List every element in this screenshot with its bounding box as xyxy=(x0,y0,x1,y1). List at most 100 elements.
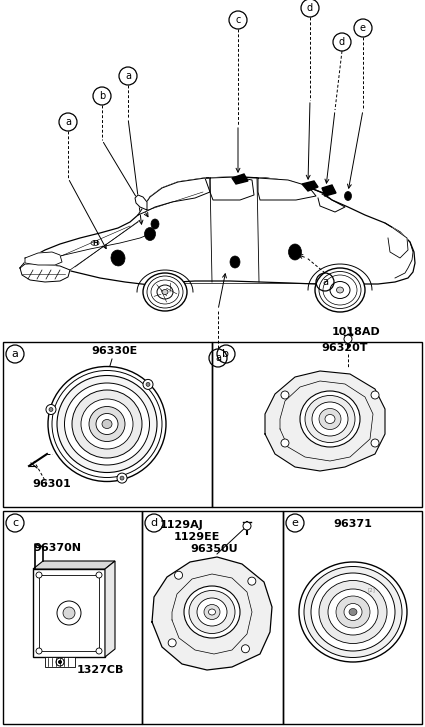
Text: 96371: 96371 xyxy=(334,519,372,529)
Ellipse shape xyxy=(349,608,357,616)
Circle shape xyxy=(168,639,176,647)
Ellipse shape xyxy=(312,402,348,436)
Polygon shape xyxy=(258,178,316,200)
Circle shape xyxy=(371,391,379,399)
Polygon shape xyxy=(20,177,415,285)
Circle shape xyxy=(96,648,102,654)
Polygon shape xyxy=(33,561,115,569)
Polygon shape xyxy=(25,252,62,265)
Ellipse shape xyxy=(57,376,157,473)
Bar xyxy=(142,511,283,724)
Bar xyxy=(45,657,75,667)
Circle shape xyxy=(241,645,249,653)
Text: 1327CB: 1327CB xyxy=(77,665,125,675)
Ellipse shape xyxy=(336,596,370,628)
Ellipse shape xyxy=(345,191,351,201)
Circle shape xyxy=(57,601,81,625)
Ellipse shape xyxy=(300,391,360,447)
Bar xyxy=(283,511,422,724)
Circle shape xyxy=(36,572,42,578)
Ellipse shape xyxy=(325,414,335,424)
Bar xyxy=(33,569,105,657)
Ellipse shape xyxy=(337,287,343,293)
Ellipse shape xyxy=(305,395,355,443)
Ellipse shape xyxy=(81,399,133,449)
Circle shape xyxy=(58,660,62,664)
Bar xyxy=(39,575,99,651)
Ellipse shape xyxy=(299,562,407,662)
Circle shape xyxy=(146,382,150,387)
Bar xyxy=(212,342,422,507)
Text: a: a xyxy=(215,353,221,363)
Text: a: a xyxy=(65,117,71,127)
Text: e: e xyxy=(292,518,298,528)
Polygon shape xyxy=(152,557,272,670)
Ellipse shape xyxy=(96,414,118,435)
Ellipse shape xyxy=(189,590,235,633)
Ellipse shape xyxy=(89,406,125,441)
Text: b: b xyxy=(223,349,230,359)
Circle shape xyxy=(49,408,53,411)
Ellipse shape xyxy=(162,289,168,294)
Text: H: H xyxy=(92,240,98,246)
Text: [2]: [2] xyxy=(367,587,375,593)
Text: d: d xyxy=(307,3,313,13)
Text: 1129AJ: 1129AJ xyxy=(160,520,204,530)
Ellipse shape xyxy=(328,589,378,635)
Circle shape xyxy=(36,648,42,654)
Bar xyxy=(3,342,212,507)
Ellipse shape xyxy=(204,604,220,619)
Text: e: e xyxy=(360,23,366,33)
Circle shape xyxy=(243,522,251,530)
Circle shape xyxy=(120,476,124,480)
Circle shape xyxy=(63,607,75,619)
Polygon shape xyxy=(135,195,147,210)
Text: 96350U: 96350U xyxy=(190,544,238,554)
Polygon shape xyxy=(322,185,336,196)
Text: a: a xyxy=(322,277,328,287)
Ellipse shape xyxy=(311,573,395,651)
Ellipse shape xyxy=(111,250,125,266)
Ellipse shape xyxy=(209,609,215,615)
Polygon shape xyxy=(138,178,210,215)
Ellipse shape xyxy=(197,598,227,626)
Ellipse shape xyxy=(144,228,156,241)
Circle shape xyxy=(281,391,289,399)
Polygon shape xyxy=(105,561,115,657)
Circle shape xyxy=(143,379,153,390)
Ellipse shape xyxy=(319,409,341,430)
Ellipse shape xyxy=(289,244,301,260)
Text: 96370N: 96370N xyxy=(33,543,81,553)
Circle shape xyxy=(281,439,289,447)
Ellipse shape xyxy=(143,273,187,311)
Polygon shape xyxy=(265,371,385,471)
Ellipse shape xyxy=(344,603,362,621)
Text: 96330E: 96330E xyxy=(92,346,138,356)
Polygon shape xyxy=(232,174,248,184)
Polygon shape xyxy=(302,181,318,191)
Ellipse shape xyxy=(304,566,402,657)
Text: b: b xyxy=(99,91,105,101)
Bar xyxy=(3,511,142,724)
Circle shape xyxy=(248,577,256,585)
Circle shape xyxy=(371,439,379,447)
Text: a: a xyxy=(11,349,18,359)
Ellipse shape xyxy=(72,390,142,458)
Ellipse shape xyxy=(330,281,350,299)
Circle shape xyxy=(56,658,64,666)
Ellipse shape xyxy=(65,383,150,465)
Circle shape xyxy=(175,571,183,579)
Ellipse shape xyxy=(151,219,159,229)
Text: d: d xyxy=(339,37,345,47)
Circle shape xyxy=(46,404,56,414)
Ellipse shape xyxy=(102,419,112,428)
Ellipse shape xyxy=(157,285,173,299)
Text: d: d xyxy=(150,518,158,528)
Polygon shape xyxy=(210,177,254,200)
Ellipse shape xyxy=(184,586,240,638)
Polygon shape xyxy=(388,228,408,258)
Circle shape xyxy=(117,473,127,483)
Ellipse shape xyxy=(230,256,240,268)
Ellipse shape xyxy=(48,366,166,481)
Circle shape xyxy=(96,572,102,578)
